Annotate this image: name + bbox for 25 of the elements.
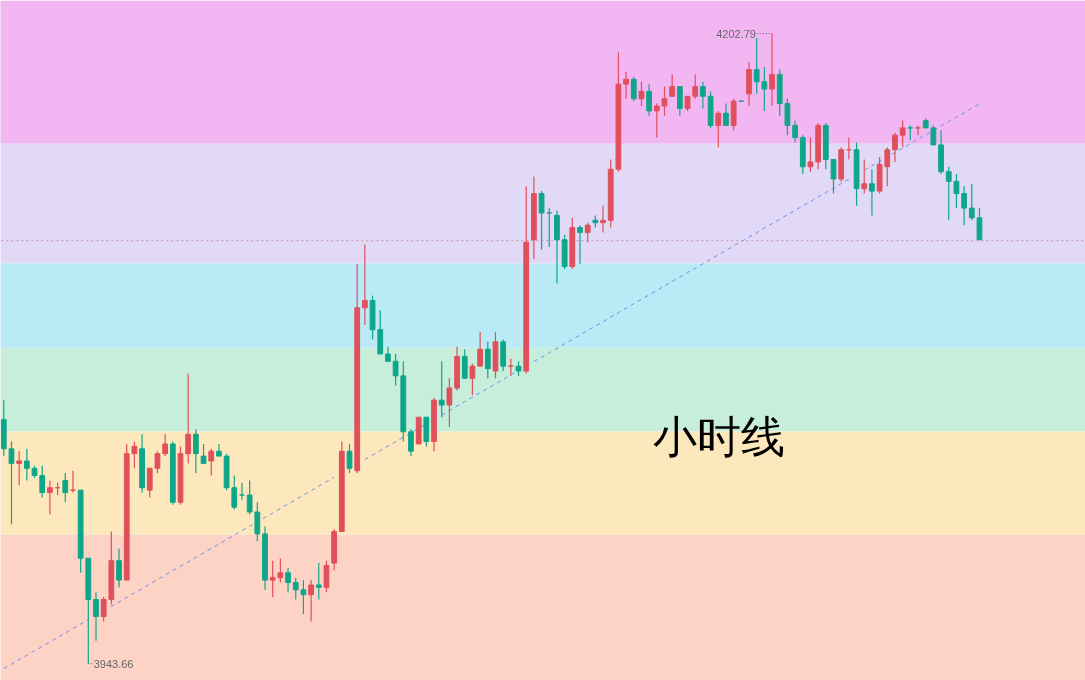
candlestick — [246, 479, 253, 516]
candlestick — [899, 120, 906, 148]
candlestick — [315, 562, 322, 601]
candlestick — [200, 443, 207, 464]
candlestick — [976, 207, 983, 241]
candlestick — [761, 66, 768, 112]
annotation: 3943.66 — [93, 657, 134, 670]
candlestick — [584, 222, 591, 243]
candlestick — [469, 363, 476, 396]
candlestick — [446, 377, 453, 428]
candlestick — [16, 450, 23, 486]
candlestick — [177, 445, 184, 506]
candlestick — [930, 124, 937, 146]
candlestick — [661, 85, 668, 117]
text: 小时线 — [652, 411, 785, 462]
candlestick — [415, 416, 422, 445]
candlestick — [500, 338, 507, 372]
candlestick — [346, 443, 353, 474]
candlestick — [653, 102, 660, 139]
candlestick — [8, 440, 15, 525]
candlestick — [323, 560, 330, 593]
candlestick — [669, 73, 676, 97]
annotation: 4202.79 — [716, 27, 756, 40]
candlestick — [254, 501, 261, 542]
candlestick — [492, 331, 499, 379]
